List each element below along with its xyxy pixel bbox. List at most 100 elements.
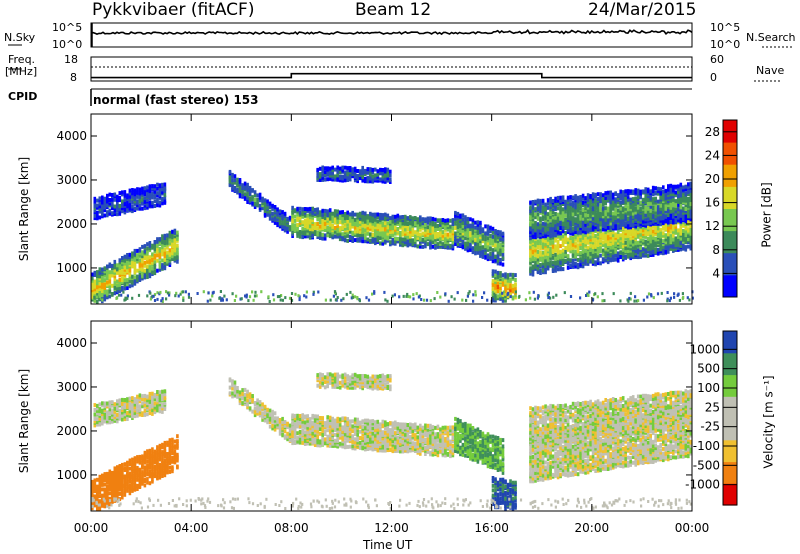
heatmap-cell [93,202,97,207]
heatmap-cell [446,223,450,228]
heatmap-cell [436,223,440,228]
heatmap-cell [351,215,354,220]
heatmap-cell [133,255,137,260]
heatmap-cell [454,216,457,221]
heatmap-cell [158,203,162,208]
heatmap-cell [353,174,357,179]
heatmap-cell [586,261,590,266]
heatmap-cell [554,252,557,257]
heatmap-cell [491,297,495,302]
heatmap-cell [611,195,615,200]
heatmap-cell [609,242,612,246]
heatmap-cell [679,211,683,216]
heatmap-cell [549,196,552,201]
heatmap-cell [384,169,387,174]
heatmap-cell [579,296,582,300]
heatmap-cell [161,190,164,195]
heatmap-cell [596,232,600,237]
heatmap-cell [444,226,447,231]
heatmap-cell [489,237,492,242]
heatmap-cell [476,222,480,227]
heatmap-cell [606,198,610,202]
heatmap-cell [624,240,627,245]
heatmap-cell [341,165,344,170]
heatmap-cell [544,270,547,275]
heatmap-cell [649,245,652,250]
heatmap-cell [148,274,152,279]
heatmap-cell [374,173,377,178]
heatmap-cell [168,241,172,245]
heatmap-cell [684,226,688,231]
heatmap-cell [123,210,127,215]
heatmap-cell [624,189,627,194]
heatmap-cell [659,218,662,223]
heatmap-cell [682,235,685,240]
heatmap-cell [101,211,104,216]
heatmap-cell [356,212,359,217]
heatmap-cell [101,278,104,283]
heatmap-cell [666,291,669,294]
heatmap-cell [646,247,650,252]
heatmap-cell [143,199,147,204]
heatmap-cell [576,251,580,256]
heatmap-cell [539,228,542,233]
x-axis-label: Time UT [363,538,413,552]
heatmap-cell [631,224,635,228]
heatmap-cell [151,266,154,271]
heatmap-cell [396,236,400,241]
heatmap-cell [168,250,172,255]
heatmap-cell [579,240,582,245]
heatmap-cell [165,290,168,294]
heatmap-cell [301,235,304,240]
heatmap-cell [331,230,334,235]
heatmap-cell [379,232,382,237]
heatmap-cell [271,211,274,216]
heatmap-cell [486,253,490,258]
heatmap-cell [546,257,550,262]
heatmap-cell [163,247,167,252]
heatmap-cell [554,260,557,265]
nave-tick-top: 60 [710,53,724,66]
heatmap-cell [491,259,495,264]
heatmap-cell [654,204,657,208]
heatmap-cell [98,293,101,297]
heatmap-cell [631,206,635,211]
heatmap-cell [123,254,127,259]
heatmap-cell [549,212,552,216]
heatmap-cell [619,215,622,220]
heatmap-cell [346,214,349,219]
heatmap-cell [544,242,547,247]
heatmap-cell [351,237,354,241]
heatmap-cell [124,296,127,300]
heatmap-cell [248,188,252,193]
nsky-tick-bottom: 10^0 [52,38,83,51]
heatmap-cell [682,220,685,225]
heatmap-cell [123,282,127,287]
heatmap-cell [434,240,437,245]
heatmap-cell [554,230,557,235]
heatmap-cell [559,226,562,230]
heatmap-cell [669,205,673,210]
heatmap-cell [584,261,587,266]
heatmap-cell [446,218,450,223]
heatmap-cell [464,244,467,249]
heatmap-cell [271,203,274,208]
heatmap-cell [420,298,423,301]
heatmap-cell [589,254,592,259]
heatmap-cell [499,261,502,266]
heatmap-cell [153,253,157,258]
heatmap-cell [436,291,439,294]
heatmap-cell [121,270,124,275]
heatmap-cell [554,212,557,216]
heatmap-cell [113,274,117,279]
heatmap-cell [616,234,620,238]
heatmap-cell [669,228,673,233]
heatmap-cell [98,474,102,479]
heatmap-cell [313,232,317,236]
heatmap-cell [404,221,407,226]
heatmap-cell [414,222,417,227]
heatmap-cell [101,282,104,287]
heatmap-cell [574,253,577,258]
heatmap-cell [491,241,495,246]
heatmap-cell [604,230,607,235]
